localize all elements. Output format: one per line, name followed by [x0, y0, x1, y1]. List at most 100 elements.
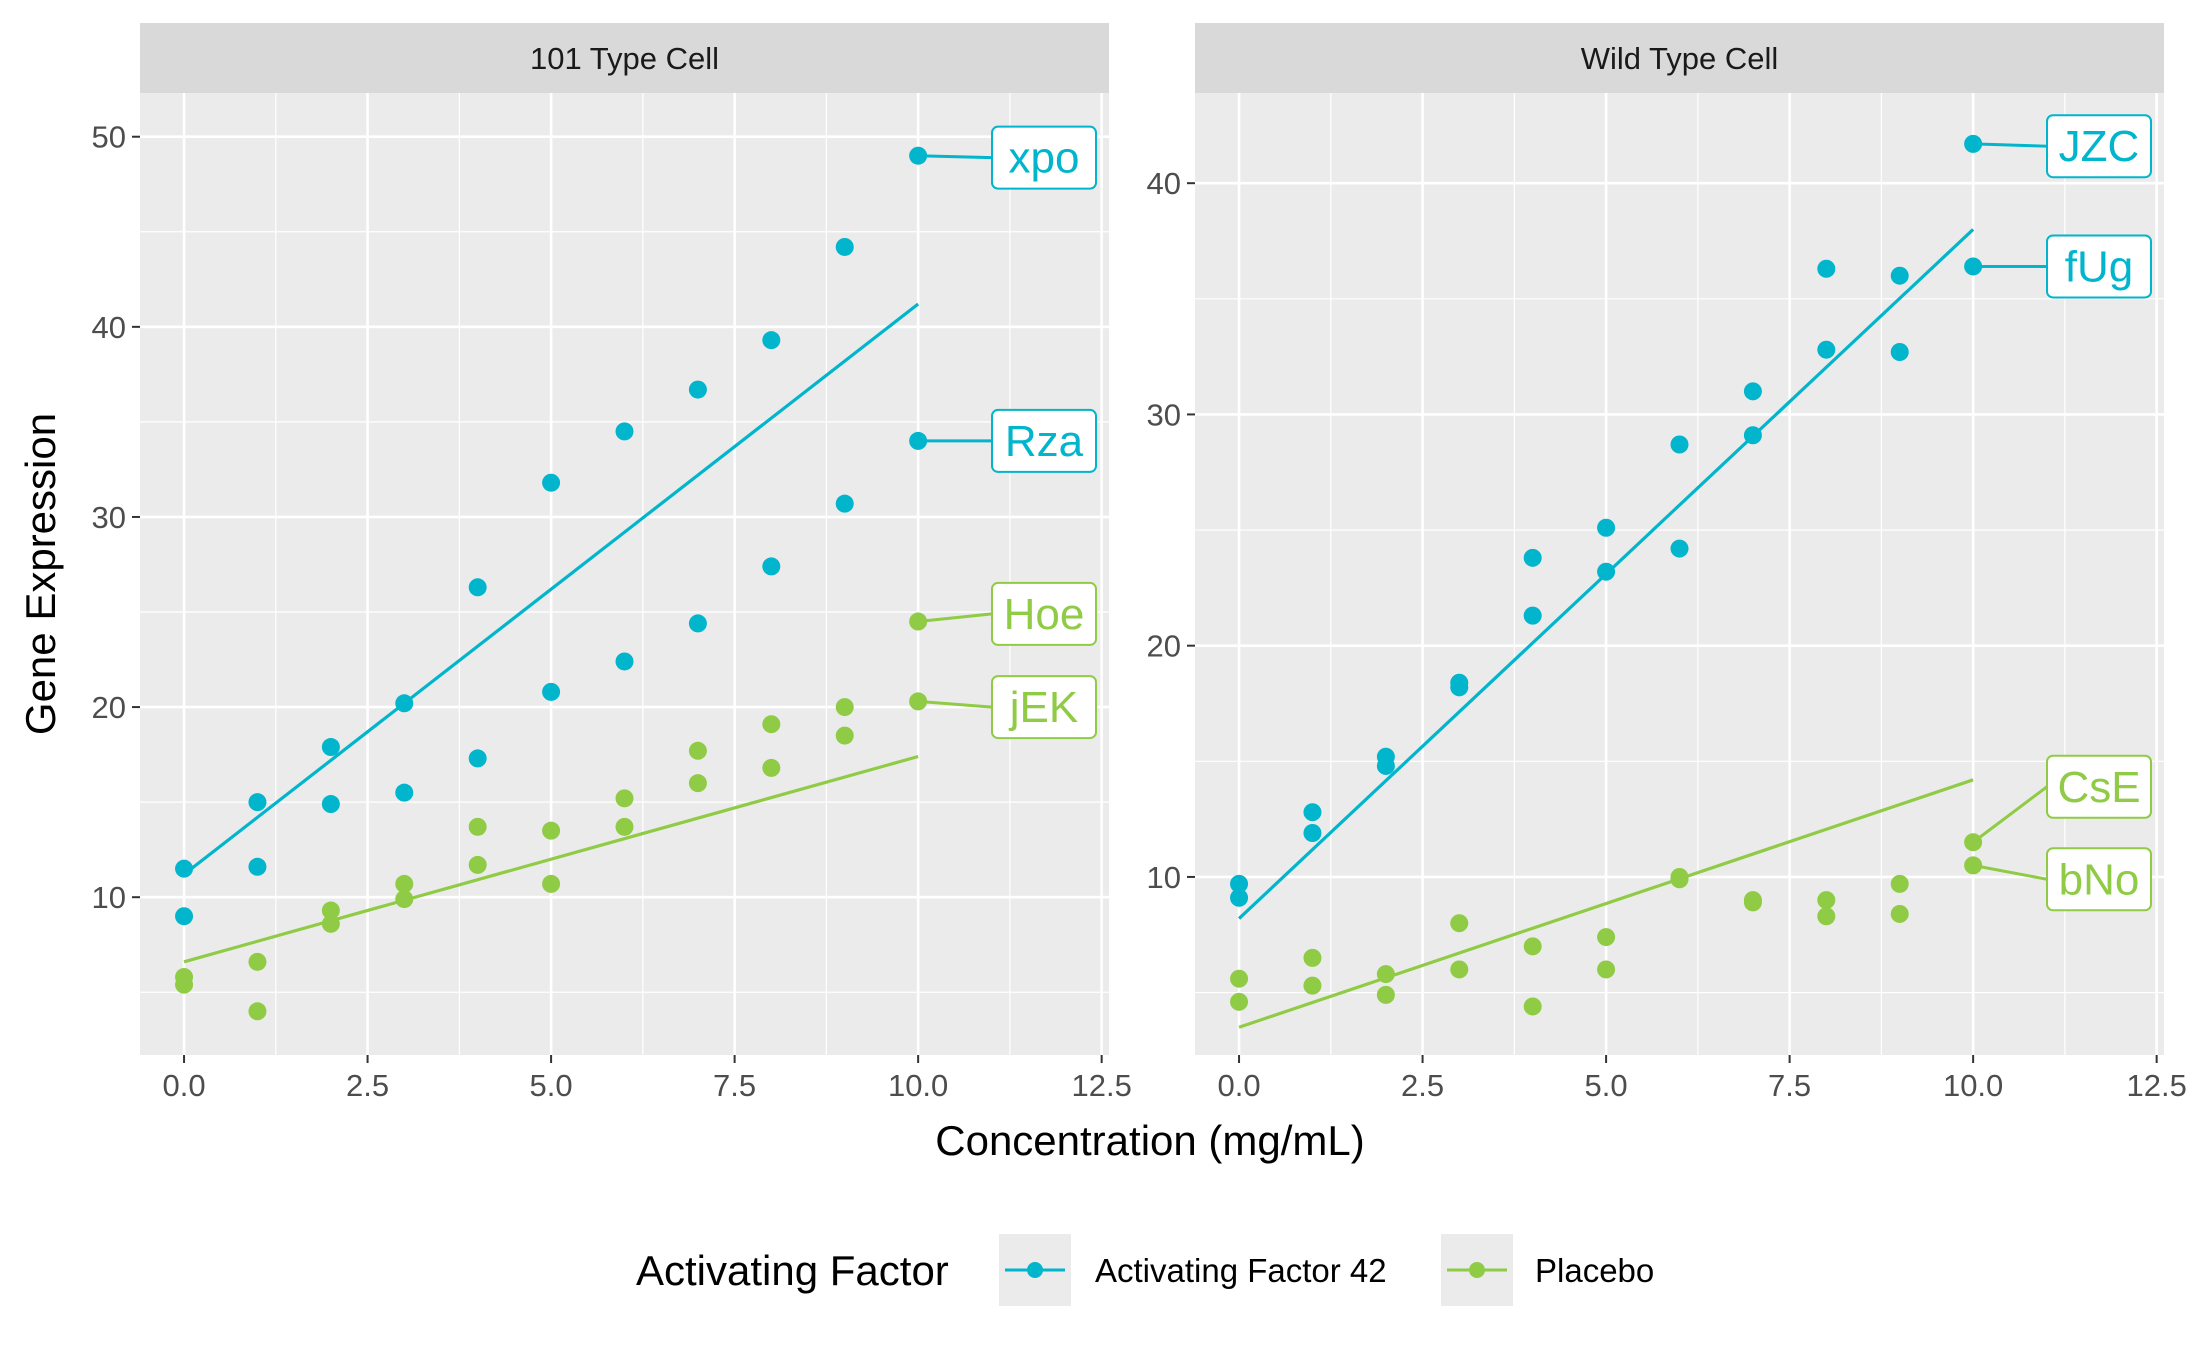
x-tick-label: 5.0	[1585, 1068, 1628, 1103]
data-point	[1817, 259, 1836, 278]
y-axis-title: Gene Expression	[17, 413, 64, 735]
legend-title: Activating Factor	[636, 1247, 949, 1294]
data-point	[542, 473, 561, 492]
data-point	[542, 682, 561, 701]
data-point	[1817, 891, 1836, 910]
x-tick-label: 0.0	[162, 1068, 205, 1103]
data-point	[1743, 382, 1762, 401]
x-tick-label: 7.5	[713, 1068, 756, 1103]
label-leader-line	[1973, 142, 2048, 148]
data-point	[248, 857, 267, 876]
data-point	[248, 793, 267, 812]
data-point	[1597, 960, 1616, 979]
y-tick-label: 40	[92, 310, 126, 345]
x-tick-label: 2.5	[346, 1068, 389, 1103]
data-point	[688, 614, 707, 633]
point-label-text: xpo	[1009, 134, 1080, 183]
data-point	[835, 698, 854, 717]
y-tick-label: 30	[1147, 397, 1181, 432]
plot-area-background	[1195, 93, 2164, 1055]
y-tick-label: 40	[1147, 166, 1181, 201]
data-point	[762, 557, 781, 576]
data-point	[1450, 960, 1469, 979]
legend-label-activating-factor-42: Activating Factor 42	[1095, 1252, 1387, 1289]
data-point	[1450, 914, 1469, 933]
data-point	[762, 758, 781, 777]
x-tick-label: 0.0	[1217, 1068, 1260, 1103]
fit-line	[183, 302, 920, 876]
data-point	[835, 237, 854, 256]
point-label-text: JZC	[2059, 122, 2140, 171]
data-point	[1890, 904, 1909, 923]
y-tick-label: 20	[1147, 629, 1181, 664]
data-point	[1523, 606, 1542, 625]
data-point	[468, 817, 487, 836]
data-point	[175, 975, 194, 994]
label-box	[991, 125, 1097, 190]
y-tick-label: 30	[92, 500, 126, 535]
x-axis-ticks: 0.0 2.5 5.0 7.5 10.0 12.5	[162, 1055, 1132, 1103]
y-axis-ticks: 10 20 30 40 50	[92, 120, 140, 915]
x-tick-label: 7.5	[1768, 1068, 1811, 1103]
data-point	[395, 783, 414, 802]
x-tick-label: 10.0	[1943, 1068, 2003, 1103]
y-tick-label: 50	[92, 120, 126, 155]
data-point	[1670, 870, 1689, 889]
data-point	[468, 749, 487, 768]
label-leader-line	[918, 699, 993, 709]
point-label-text: CsE	[2057, 763, 2140, 812]
legend: Activating Factor Activating Factor 42 P…	[636, 1234, 1654, 1306]
data-point	[835, 494, 854, 513]
data-point	[1230, 969, 1249, 988]
label-box	[2046, 847, 2152, 912]
fit-line	[183, 754, 919, 964]
data-point	[615, 817, 634, 836]
x-tick-label: 12.5	[2126, 1068, 2186, 1103]
data-point	[321, 738, 340, 757]
data-point	[1523, 548, 1542, 567]
data-point	[1230, 992, 1249, 1011]
data-point	[321, 914, 340, 933]
x-axis-ticks: 0.0 2.5 5.0 7.5 10.0 12.5	[1217, 1055, 2187, 1103]
data-point	[395, 874, 414, 893]
data-point	[1303, 976, 1322, 995]
legend-key-point	[1027, 1262, 1043, 1278]
x-tick-label: 5.0	[530, 1068, 573, 1103]
data-point	[542, 821, 561, 840]
point-label-text: Rza	[1005, 417, 1084, 466]
label-leader-line	[1972, 785, 2048, 844]
data-point	[1303, 803, 1322, 822]
data-point	[1303, 824, 1322, 842]
y-axis-ticks: 10 20 30 40	[1147, 166, 1195, 895]
data-point	[175, 907, 194, 926]
data-point	[395, 694, 414, 713]
data-point	[1376, 756, 1395, 775]
label-box	[2046, 114, 2152, 179]
data-point	[468, 855, 487, 874]
data-point	[615, 652, 634, 671]
point-label-text: Hoe	[1004, 590, 1085, 639]
legend-key-point	[1469, 1262, 1485, 1278]
strip-label: 101 Type Cell	[530, 41, 719, 76]
data-point	[762, 715, 781, 734]
label-box	[991, 675, 1097, 740]
data-point	[1743, 426, 1762, 445]
data-point	[395, 890, 414, 909]
data-point	[1523, 937, 1542, 956]
y-tick-label: 20	[92, 690, 126, 725]
data-point	[1230, 874, 1249, 893]
label-box	[991, 581, 1097, 646]
data-point	[1597, 928, 1616, 947]
point-label-text: fUg	[2065, 242, 2133, 291]
data-point	[688, 380, 707, 399]
label-box	[991, 408, 1097, 473]
data-point	[1230, 888, 1249, 907]
label-leader-line	[1972, 863, 2048, 881]
data-point	[1376, 985, 1395, 1004]
point-labels: xpo Rza Hoe jEK	[917, 125, 1097, 740]
data-point	[248, 1002, 267, 1021]
data-point	[615, 789, 634, 808]
strip-background	[1195, 23, 2164, 93]
y-tick-label: 10	[92, 880, 126, 915]
